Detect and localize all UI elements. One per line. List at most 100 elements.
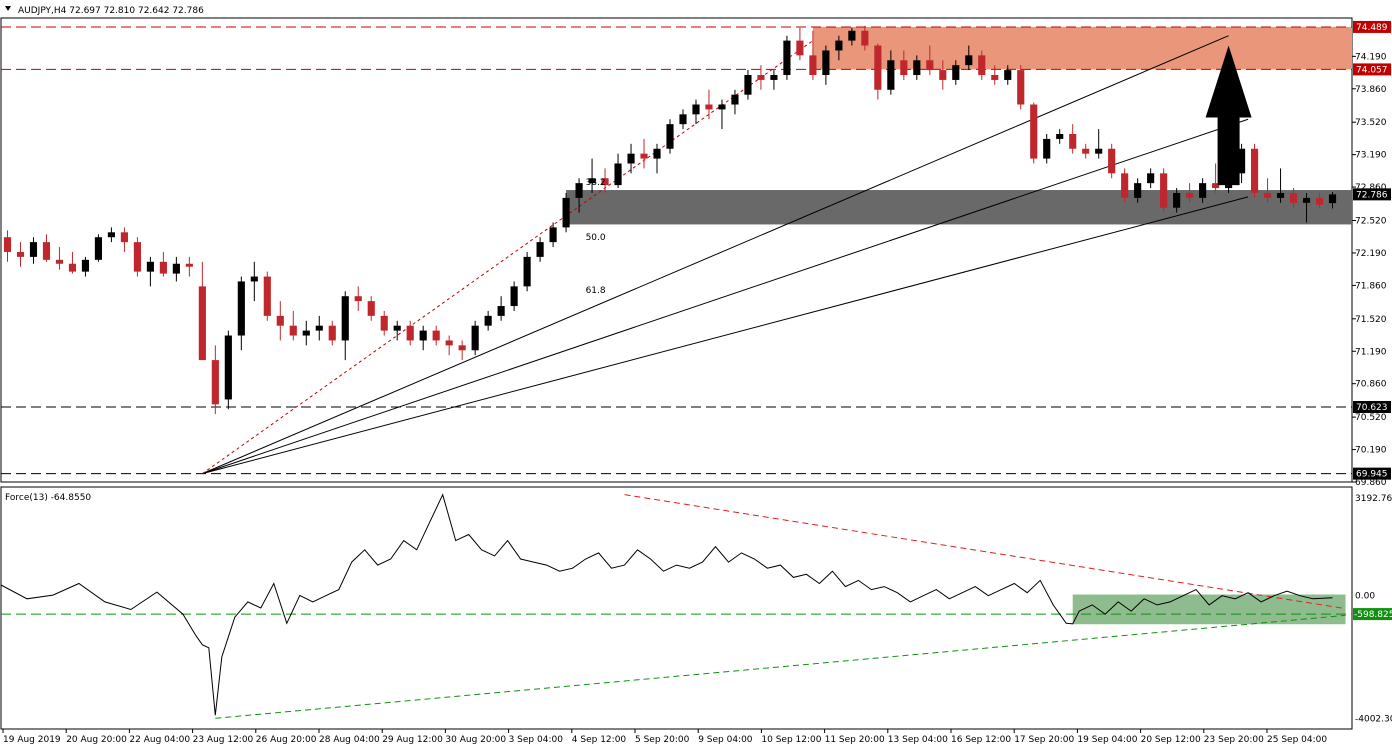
candle bbox=[367, 296, 375, 321]
y-tick-label: 70.860 bbox=[1355, 380, 1387, 390]
candle bbox=[315, 315, 323, 341]
candle bbox=[497, 296, 505, 321]
candle-body bbox=[952, 65, 960, 80]
candle-body bbox=[666, 124, 674, 149]
candle bbox=[68, 251, 77, 274]
candle bbox=[94, 234, 103, 262]
candle bbox=[341, 291, 349, 361]
x-tick-label: 20 Aug 20:00 bbox=[66, 735, 127, 745]
candle-body bbox=[705, 104, 713, 110]
x-tick-label: 26 Aug 20:00 bbox=[256, 735, 317, 745]
candle bbox=[835, 35, 843, 61]
x-tick-label: 29 Aug 12:00 bbox=[382, 735, 443, 745]
candle bbox=[302, 320, 310, 346]
candle-body bbox=[991, 75, 999, 80]
candle-body bbox=[1276, 192, 1285, 198]
price-tag-74.489: 74.489 bbox=[1353, 20, 1391, 33]
candle-body bbox=[822, 50, 830, 76]
candle bbox=[588, 158, 596, 193]
candle-body bbox=[276, 315, 284, 326]
candle bbox=[536, 237, 544, 262]
candle bbox=[159, 251, 167, 277]
up-arrow-icon bbox=[1205, 45, 1252, 186]
candle-body bbox=[120, 232, 128, 243]
candle-body bbox=[1212, 183, 1220, 189]
candle-body bbox=[1082, 148, 1090, 154]
candle-body bbox=[3, 237, 12, 252]
candle bbox=[952, 60, 960, 85]
y-tick-label: 71.520 bbox=[1355, 315, 1387, 325]
candle bbox=[913, 55, 921, 80]
candle-body bbox=[1134, 183, 1142, 198]
candle bbox=[640, 138, 648, 169]
candle bbox=[1082, 143, 1090, 159]
candle-body bbox=[1069, 134, 1077, 149]
force-panel: 3192.769 0.00 -4002.30 -598.825 Force(13) … bbox=[0, 486, 1392, 730]
x-tick-label: 10 Sep 12:00 bbox=[761, 735, 821, 745]
candle-body bbox=[81, 259, 90, 272]
candle bbox=[796, 27, 804, 61]
candle-body bbox=[510, 286, 518, 307]
candle bbox=[757, 65, 765, 90]
candle-body bbox=[718, 104, 726, 110]
candle-body bbox=[55, 259, 64, 264]
candle-body bbox=[458, 345, 466, 351]
candle-body bbox=[1030, 104, 1038, 159]
collapse-triangle-icon[interactable] bbox=[5, 6, 11, 11]
candle-body bbox=[926, 60, 934, 71]
price-tag-72.786: 72.786 bbox=[1353, 188, 1391, 201]
y-tick-label: 73.860 bbox=[1355, 85, 1387, 95]
candle-body bbox=[354, 296, 362, 302]
candle-body bbox=[42, 242, 51, 260]
candle-body bbox=[445, 340, 453, 346]
candle bbox=[471, 320, 479, 356]
x-tick-label: 17 Sep 20:00 bbox=[1014, 735, 1074, 745]
candle bbox=[939, 60, 947, 90]
candle bbox=[731, 89, 739, 115]
force-tag: -598.825 bbox=[1353, 608, 1392, 621]
candle-body bbox=[68, 263, 77, 272]
candle bbox=[211, 345, 219, 415]
candle-body bbox=[549, 227, 557, 243]
x-tick-label: 22 Aug 04:00 bbox=[129, 735, 190, 745]
price-tag-label: 74.489 bbox=[1356, 23, 1388, 33]
fib-label-50.0: 50.0 bbox=[586, 233, 606, 243]
candle bbox=[1276, 168, 1285, 203]
candle-body bbox=[1250, 148, 1259, 193]
candle-body bbox=[783, 40, 791, 76]
candle-body bbox=[614, 163, 622, 186]
candle bbox=[263, 271, 271, 321]
candle-body bbox=[1199, 183, 1207, 198]
candle bbox=[783, 35, 791, 80]
candle bbox=[1108, 143, 1116, 179]
candle-body bbox=[1095, 148, 1103, 154]
candle bbox=[627, 143, 635, 174]
candle bbox=[991, 65, 999, 85]
candle bbox=[874, 43, 882, 100]
y-tick-label: 69.860 bbox=[1355, 478, 1387, 488]
candle bbox=[185, 256, 193, 277]
x-tick-label: 13 Sep 04:00 bbox=[888, 735, 948, 745]
price-tag-label: 72.786 bbox=[1356, 190, 1388, 200]
candle-body bbox=[380, 315, 388, 331]
candle-body bbox=[562, 197, 570, 228]
candle-body bbox=[224, 335, 232, 400]
force-resistance-trend bbox=[624, 494, 1346, 610]
force-tag-label: -598.825 bbox=[1354, 610, 1392, 620]
candle-body bbox=[757, 75, 765, 80]
candle-body bbox=[484, 315, 492, 326]
candle-body bbox=[601, 178, 609, 186]
candle bbox=[1121, 168, 1129, 203]
candle bbox=[887, 50, 895, 95]
candle-body bbox=[341, 296, 349, 341]
candle bbox=[172, 256, 180, 282]
y-tick-label: 72.190 bbox=[1355, 249, 1387, 259]
candle bbox=[1134, 178, 1142, 203]
price-panel: 38.2 50.0 61.8 74.190 73.860 73.520 73.190 72.… bbox=[0, 6, 1391, 488]
candle-body bbox=[1160, 173, 1168, 208]
candle-body bbox=[1108, 148, 1116, 174]
candle-body bbox=[874, 45, 882, 90]
candle bbox=[1173, 188, 1181, 213]
candle bbox=[354, 286, 362, 311]
candle-body bbox=[393, 325, 401, 331]
